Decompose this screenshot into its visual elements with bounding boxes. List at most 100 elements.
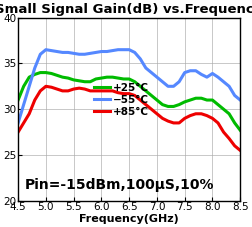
+85°C [116,91,119,94]
+25°C [122,78,125,80]
+85°C [22,122,25,124]
+85°C [150,108,153,111]
−55°C [161,80,164,83]
+85°C [67,89,70,92]
+25°C [233,122,236,124]
+25°C [116,77,119,79]
+85°C [200,112,203,115]
+25°C [111,76,114,79]
+25°C [94,78,97,80]
+25°C [161,103,164,106]
+25°C [216,103,219,106]
+25°C [183,101,186,103]
−55°C [189,69,192,72]
+85°C [228,137,231,140]
+25°C [22,85,25,88]
+25°C [167,105,170,108]
+25°C [139,85,142,88]
Line: −55°C: −55°C [18,50,240,123]
+25°C [211,99,214,101]
+25°C [205,99,208,101]
−55°C [28,85,31,88]
−55°C [178,80,181,83]
+25°C [83,80,86,83]
−55°C [194,69,197,72]
+85°C [172,122,175,124]
+25°C [228,112,231,115]
+25°C [172,105,175,108]
−55°C [105,50,108,53]
+85°C [61,89,64,92]
Line: +25°C: +25°C [18,73,240,130]
+85°C [205,114,208,117]
+85°C [189,114,192,117]
+25°C [28,76,31,79]
+25°C [239,129,242,132]
−55°C [17,122,20,124]
Legend: +25°C, −55°C, +85°C: +25°C, −55°C, +85°C [90,79,153,121]
−55°C [50,49,53,52]
−55°C [100,50,103,53]
−55°C [44,48,47,51]
+85°C [133,94,136,97]
−55°C [150,71,153,74]
+85°C [161,117,164,120]
+25°C [55,74,58,77]
+25°C [100,77,103,79]
+25°C [178,103,181,106]
−55°C [200,73,203,76]
−55°C [139,57,142,60]
+85°C [167,120,170,122]
−55°C [167,85,170,88]
+85°C [183,117,186,120]
−55°C [239,99,242,101]
+85°C [233,144,236,147]
+85°C [222,131,225,133]
Text: Pin=-15dBm,100μS,10%: Pin=-15dBm,100μS,10% [25,178,214,192]
−55°C [55,50,58,53]
+25°C [105,76,108,79]
+25°C [133,80,136,83]
+85°C [50,86,53,89]
+25°C [200,97,203,100]
−55°C [39,53,42,56]
+85°C [144,103,147,106]
Title: Small Signal Gain(dB) vs.Frequency: Small Signal Gain(dB) vs.Frequency [0,3,252,17]
−55°C [222,80,225,83]
+85°C [211,117,214,120]
+85°C [39,89,42,92]
+85°C [194,112,197,115]
+85°C [33,99,36,101]
+25°C [189,99,192,101]
−55°C [72,52,75,55]
+85°C [105,89,108,92]
+25°C [144,89,147,92]
+25°C [150,94,153,97]
−55°C [228,85,231,88]
+85°C [44,85,47,88]
−55°C [122,48,125,51]
−55°C [128,48,131,51]
−55°C [78,53,81,56]
+85°C [216,122,219,124]
+25°C [33,73,36,76]
+85°C [94,89,97,92]
+85°C [83,88,86,90]
+85°C [100,89,103,92]
+85°C [178,122,181,124]
−55°C [172,85,175,88]
+85°C [128,92,131,95]
Line: +85°C: +85°C [18,86,240,151]
−55°C [216,76,219,79]
+25°C [44,71,47,74]
−55°C [111,49,114,52]
+25°C [67,77,70,79]
−55°C [89,52,92,55]
+25°C [155,99,159,101]
−55°C [205,76,208,79]
+85°C [17,131,20,133]
−55°C [61,51,64,54]
+85°C [78,87,81,89]
+25°C [194,97,197,100]
+25°C [78,79,81,82]
